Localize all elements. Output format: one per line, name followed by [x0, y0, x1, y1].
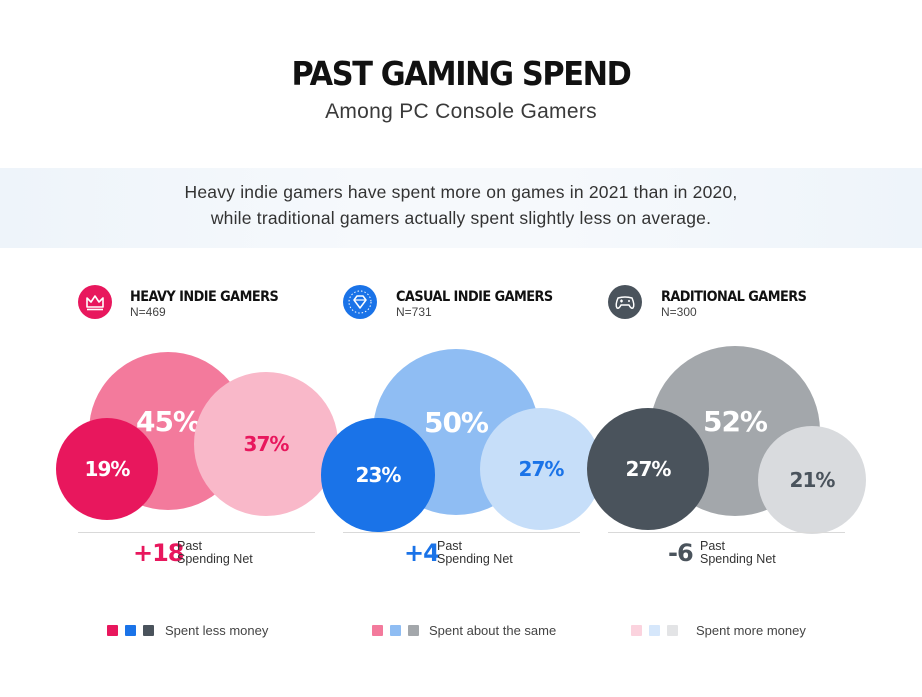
bubble-label: 50%	[423, 406, 489, 440]
legend-label-same: Spent about the same	[429, 623, 557, 638]
group-name-casual: CASUAL INDIE GAMERS	[396, 289, 553, 305]
net-value-traditional: -6	[668, 539, 694, 567]
bubble-less: 27%	[586, 407, 710, 531]
divider-heavy	[78, 532, 315, 533]
bubble-less: 19%	[55, 417, 159, 521]
net-label-heavy: Past Spending Net	[177, 540, 253, 566]
legend-swatch	[408, 625, 419, 636]
legend-swatch	[667, 625, 678, 636]
group-n-casual: N=731	[396, 305, 432, 319]
legend-swatch	[107, 625, 118, 636]
legend-label-more: Spent more money	[696, 623, 806, 638]
net-label-line1: Past	[437, 539, 463, 553]
bubble-label: 19%	[84, 456, 131, 481]
page-subtitle: Among PC Console Gamers	[325, 100, 597, 123]
bubble-label: 52%	[702, 405, 768, 439]
group-n-heavy: N=469	[130, 305, 166, 319]
page-title: PAST GAMING SPEND	[291, 54, 632, 93]
summary-line-1: Heavy indie gamers have spent more on ga…	[184, 182, 738, 202]
net-label-line1: Past	[700, 539, 726, 553]
legend-swatch	[649, 625, 660, 636]
legend-swatch	[143, 625, 154, 636]
net-value-heavy: +18	[133, 539, 185, 567]
gamepad-icon	[608, 285, 642, 319]
net-value-casual: +4	[404, 539, 440, 567]
bubble-label: 23%	[355, 462, 402, 487]
bubble-label: 21%	[789, 467, 836, 492]
legend-label-less: Spent less money	[165, 623, 269, 638]
bubble-label: 27%	[625, 456, 672, 481]
net-label-line2: Spending Net	[700, 552, 776, 566]
legend-swatch	[372, 625, 383, 636]
group-name-traditional: RADITIONAL GAMERS	[661, 289, 807, 305]
net-label-casual: Past Spending Net	[437, 540, 513, 566]
bubble-label: 37%	[243, 431, 290, 456]
bubble-more: 27%	[479, 407, 603, 531]
bubble-label: 45%	[135, 405, 201, 439]
bubble-more: 21%	[757, 425, 867, 535]
net-label-traditional: Past Spending Net	[700, 540, 776, 566]
net-label-line1: Past	[177, 539, 203, 553]
legend-swatch	[390, 625, 401, 636]
legend-swatch	[125, 625, 136, 636]
group-n-traditional: N=300	[661, 305, 697, 319]
summary-band	[0, 168, 922, 248]
crown-icon	[78, 285, 112, 319]
summary-line-2: while traditional gamers actually spent …	[210, 208, 712, 228]
net-label-line2: Spending Net	[177, 552, 253, 566]
divider-traditional	[608, 532, 845, 533]
diamond-icon	[343, 285, 377, 319]
net-label-line2: Spending Net	[437, 552, 513, 566]
bubble-less: 23%	[321, 418, 435, 532]
legend-swatch	[631, 625, 642, 636]
bubble-more: 37%	[194, 372, 338, 516]
group-name-heavy: HEAVY INDIE GAMERS	[130, 289, 279, 305]
bubble-label: 27%	[518, 456, 565, 481]
divider-casual	[343, 532, 580, 533]
